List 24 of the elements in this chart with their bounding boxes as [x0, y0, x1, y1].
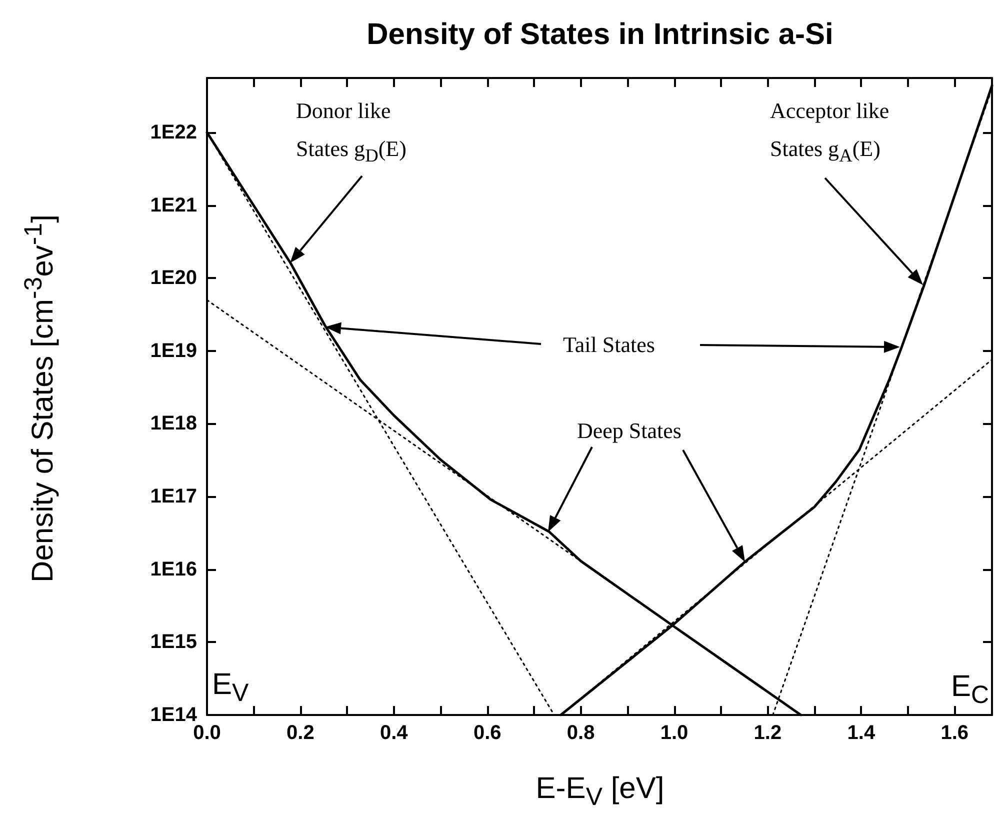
y-tick-label: 1E22: [150, 121, 197, 144]
y-tick-label: 1E20: [150, 267, 197, 290]
y-tick-label: 1E16: [150, 558, 197, 580]
annotation: Tail States: [563, 331, 655, 359]
x-tick-label: 1.0: [660, 722, 688, 744]
y-tick-label: 1E21: [150, 194, 197, 216]
annotation: E$_{C}$: [951, 670, 990, 710]
annotation: E$_{V}$: [212, 668, 249, 708]
x-tick-label: 1.4: [847, 722, 876, 744]
chart-title: Density of States in Intrinsic a-Si: [366, 18, 834, 52]
y-tick-label: 1E15: [150, 631, 197, 654]
x-tick-label: 1.6: [940, 722, 969, 744]
y-tick-label: 1E18: [150, 412, 197, 435]
x-tick-label: 0.4: [380, 722, 409, 744]
x-tick-label: 0.2: [286, 722, 314, 744]
annotation: Acceptor like States g$_{A}$(E): [770, 97, 890, 168]
x-tick-label: 0.8: [566, 722, 595, 744]
x-tick-label: 0.6: [473, 722, 502, 744]
y-tick-label: 1E19: [150, 340, 197, 362]
y-tick-label: 1E17: [150, 486, 197, 508]
x-axis-title: E-E$_{V}$ [eV]: [534, 772, 666, 812]
annotation: Donor like States g$_{D}$(E): [296, 97, 406, 168]
annotation: Deep States: [577, 417, 682, 445]
x-tick-label: 1.2: [754, 722, 782, 744]
